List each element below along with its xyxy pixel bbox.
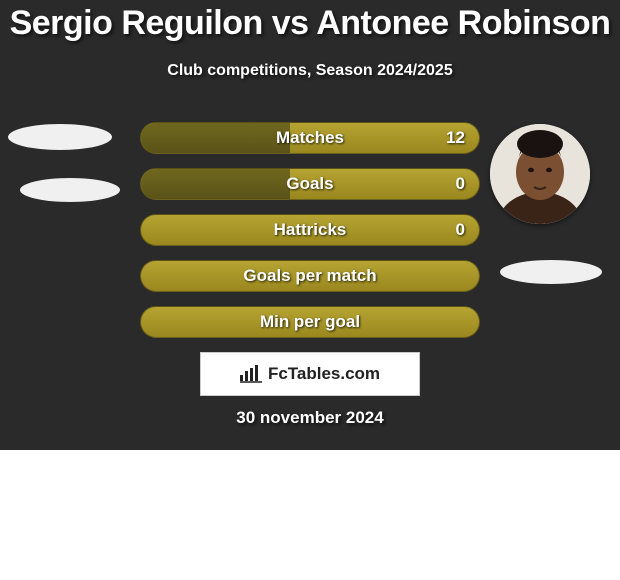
placeholder-oval-left-2 <box>20 178 120 202</box>
stat-label: Goals per match <box>141 261 479 291</box>
avatar-right <box>490 124 590 224</box>
site-logo[interactable]: FcTables.com <box>200 352 420 396</box>
stat-label: Matches <box>141 123 479 153</box>
stat-right-value: 0 <box>456 169 465 199</box>
stat-bar-matches: Matches 12 <box>140 122 480 154</box>
stat-bars: Matches 12 Goals 0 Hattricks 0 Goals per… <box>140 122 480 352</box>
stat-bar-goals-per-match: Goals per match <box>140 260 480 292</box>
stat-bar-min-per-goal: Min per goal <box>140 306 480 338</box>
stat-bar-goals: Goals 0 <box>140 168 480 200</box>
bar-chart-icon <box>240 365 262 383</box>
date-label: 30 november 2024 <box>0 408 620 428</box>
site-logo-text: FcTables.com <box>268 364 380 384</box>
comparison-card: Sergio Reguilon vs Antonee Robinson Club… <box>0 0 620 450</box>
stat-right-value: 0 <box>456 215 465 245</box>
page-title: Sergio Reguilon vs Antonee Robinson <box>0 4 620 43</box>
stat-label: Min per goal <box>141 307 479 337</box>
placeholder-oval-right <box>500 260 602 284</box>
stat-label: Goals <box>141 169 479 199</box>
stat-bar-hattricks: Hattricks 0 <box>140 214 480 246</box>
subtitle: Club competitions, Season 2024/2025 <box>0 62 620 80</box>
stat-right-value: 12 <box>446 123 465 153</box>
stat-label: Hattricks <box>141 215 479 245</box>
placeholder-oval-left-1 <box>8 124 112 150</box>
person-icon <box>490 124 590 224</box>
